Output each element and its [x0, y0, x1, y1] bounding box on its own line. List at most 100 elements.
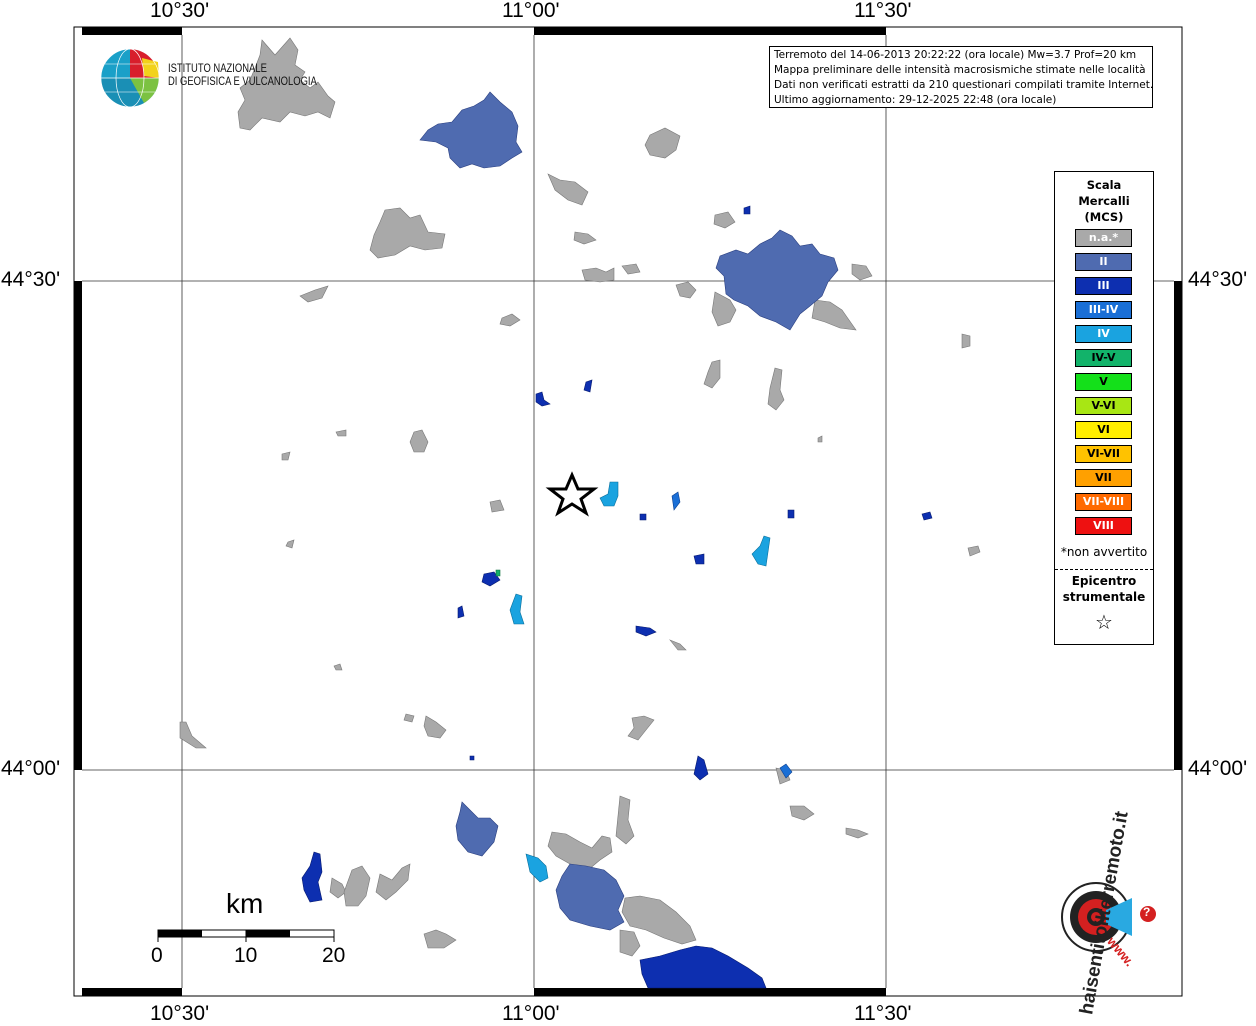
- municipality: [743, 205, 751, 215]
- legend-title: Scala Mercalli (MCS): [1055, 177, 1153, 225]
- municipality: [921, 511, 933, 521]
- municipality: [621, 895, 697, 945]
- earthquake-info-box: Terremoto del 14-06-2013 20:22:22 (ora l…: [769, 46, 1153, 108]
- scale-bar: [157, 929, 335, 942]
- scale-label: 10: [234, 944, 258, 967]
- scale-label: 0: [151, 944, 163, 967]
- ingv-logo-icon: [100, 48, 160, 108]
- municipality: [423, 715, 447, 739]
- municipality: [583, 379, 593, 393]
- municipality: [489, 499, 505, 513]
- municipality: [599, 481, 619, 507]
- municipality: [369, 207, 446, 259]
- frame-bar: [82, 27, 182, 35]
- ingv-logo-text: ISTITUTO NAZIONALE DI GEOFISICA E VULCAN…: [168, 63, 317, 89]
- municipality: [767, 367, 785, 411]
- epicenter-star[interactable]: [545, 471, 599, 517]
- municipality: [639, 513, 647, 521]
- municipalities-IV-V: [495, 569, 501, 577]
- municipality: [851, 263, 873, 281]
- municipality: [751, 535, 771, 567]
- municipality: [375, 863, 411, 901]
- legend-title-line: (MCS): [1084, 210, 1124, 224]
- municipality: [693, 553, 705, 565]
- municipality: [329, 877, 347, 899]
- municipality: [301, 851, 323, 903]
- legend-epicenter-line: Epicentro: [1071, 574, 1137, 588]
- municipality: [419, 91, 523, 169]
- municipality: [779, 763, 793, 779]
- municipality: [333, 663, 343, 671]
- municipality: [817, 435, 823, 443]
- star-icon: ☆: [1095, 610, 1113, 634]
- municipality: [469, 755, 475, 761]
- municipality: [635, 625, 657, 637]
- municipalities-III: [301, 205, 933, 989]
- municipality: [675, 281, 697, 299]
- legend-swatch: V-VI: [1075, 397, 1132, 415]
- legend-swatch: II: [1075, 253, 1132, 271]
- lon-tick-top: 11°30': [854, 0, 912, 22]
- municipality: [455, 801, 499, 857]
- lon-tick-bottom: 11°30': [854, 1002, 912, 1025]
- municipality: [573, 231, 597, 245]
- legend-swatch: VII-VIII: [1075, 493, 1132, 511]
- lon-tick-top: 11°00': [502, 0, 560, 22]
- municipality: [403, 713, 415, 723]
- municipalities-II: [419, 91, 839, 931]
- municipality: [237, 37, 336, 131]
- info-line: Ultimo aggiornamento: 29-12-2025 22:48 (…: [774, 94, 1057, 106]
- frame-bar: [1174, 281, 1182, 770]
- ingv-line1: ISTITUTO NAZIONALE: [168, 63, 267, 75]
- legend-swatch: III-IV: [1075, 301, 1132, 319]
- legend-swatch: III: [1075, 277, 1132, 295]
- map-frame: [73, 26, 1183, 997]
- lon-tick-top: 10°30': [150, 0, 210, 22]
- municipality: [789, 805, 815, 821]
- municipality: [499, 313, 521, 327]
- municipality: [845, 827, 869, 839]
- municipality: [509, 593, 525, 625]
- municipality: [343, 865, 371, 907]
- municipality: [457, 605, 465, 619]
- municipalities-III-IV: [671, 491, 793, 779]
- intensity-legend: Scala Mercalli (MCS) n.a.* II III III-IV IV I…: [1054, 171, 1154, 645]
- legend-swatch: VII: [1075, 469, 1132, 487]
- frame-bar: [534, 988, 886, 996]
- lat-tick-right: 44°00': [1188, 757, 1248, 780]
- legend-epicenter-line: strumentale: [1062, 590, 1146, 604]
- municipalities-na: [179, 37, 981, 957]
- frame-bar: [534, 27, 886, 35]
- municipality: [669, 639, 687, 651]
- haisentito-question: ?: [1143, 905, 1151, 919]
- frame-bar: [82, 988, 182, 996]
- municipality: [299, 285, 329, 303]
- lat-tick-left: 44°00': [1, 757, 61, 780]
- municipality: [481, 571, 501, 587]
- municipality: [619, 929, 641, 957]
- municipality: [627, 715, 655, 741]
- legend-divider: [1055, 569, 1153, 570]
- municipality: [715, 229, 839, 331]
- municipality: [703, 359, 721, 389]
- municipality: [281, 451, 291, 461]
- municipality: [409, 429, 429, 453]
- municipality: [581, 267, 615, 283]
- municipality: [547, 831, 613, 871]
- ingv-line2: DI GEOFISICA E VULCANOLOGIA: [168, 76, 317, 88]
- lon-tick-bottom: 11°00': [502, 1002, 560, 1025]
- municipality: [555, 863, 625, 931]
- municipality: [671, 491, 681, 511]
- legend-swatch: V: [1075, 373, 1132, 391]
- info-line: Dati non verificati estratti da 210 ques…: [774, 79, 1154, 91]
- municipality: [693, 755, 709, 781]
- lon-tick-bottom: 10°30': [150, 1002, 210, 1025]
- municipality: [644, 127, 681, 159]
- legend-swatch: n.a.*: [1075, 229, 1132, 247]
- municipality: [285, 539, 295, 549]
- legend-swatch: VIII: [1075, 517, 1132, 535]
- legend-swatch: IV-V: [1075, 349, 1132, 367]
- municipality: [535, 391, 551, 407]
- municipalities-IV: [509, 481, 771, 883]
